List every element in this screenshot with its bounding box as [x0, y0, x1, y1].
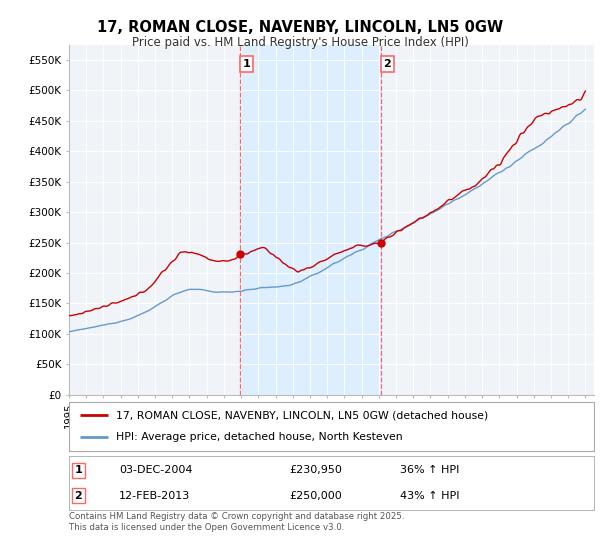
- Text: £230,950: £230,950: [290, 465, 343, 475]
- Bar: [240, 45, 381, 395]
- Text: HPI: Average price, detached house, North Kesteven: HPI: Average price, detached house, Nort…: [116, 432, 403, 442]
- Text: 43% ↑ HPI: 43% ↑ HPI: [400, 491, 459, 501]
- Text: Price paid vs. HM Land Registry's House Price Index (HPI): Price paid vs. HM Land Registry's House …: [131, 36, 469, 49]
- Text: 17, ROMAN CLOSE, NAVENBY, LINCOLN, LN5 0GW (detached house): 17, ROMAN CLOSE, NAVENBY, LINCOLN, LN5 0…: [116, 410, 488, 421]
- Text: 2: 2: [383, 59, 391, 69]
- Text: 03-DEC-2004: 03-DEC-2004: [119, 465, 193, 475]
- Text: 12-FEB-2013: 12-FEB-2013: [119, 491, 190, 501]
- Text: £250,000: £250,000: [290, 491, 342, 501]
- Text: 1: 1: [74, 465, 82, 475]
- Text: 17, ROMAN CLOSE, NAVENBY, LINCOLN, LN5 0GW: 17, ROMAN CLOSE, NAVENBY, LINCOLN, LN5 0…: [97, 20, 503, 35]
- Text: Contains HM Land Registry data © Crown copyright and database right 2025.
This d: Contains HM Land Registry data © Crown c…: [69, 512, 404, 532]
- Text: 2: 2: [74, 491, 82, 501]
- Text: 1: 1: [242, 59, 250, 69]
- Text: 36% ↑ HPI: 36% ↑ HPI: [400, 465, 459, 475]
